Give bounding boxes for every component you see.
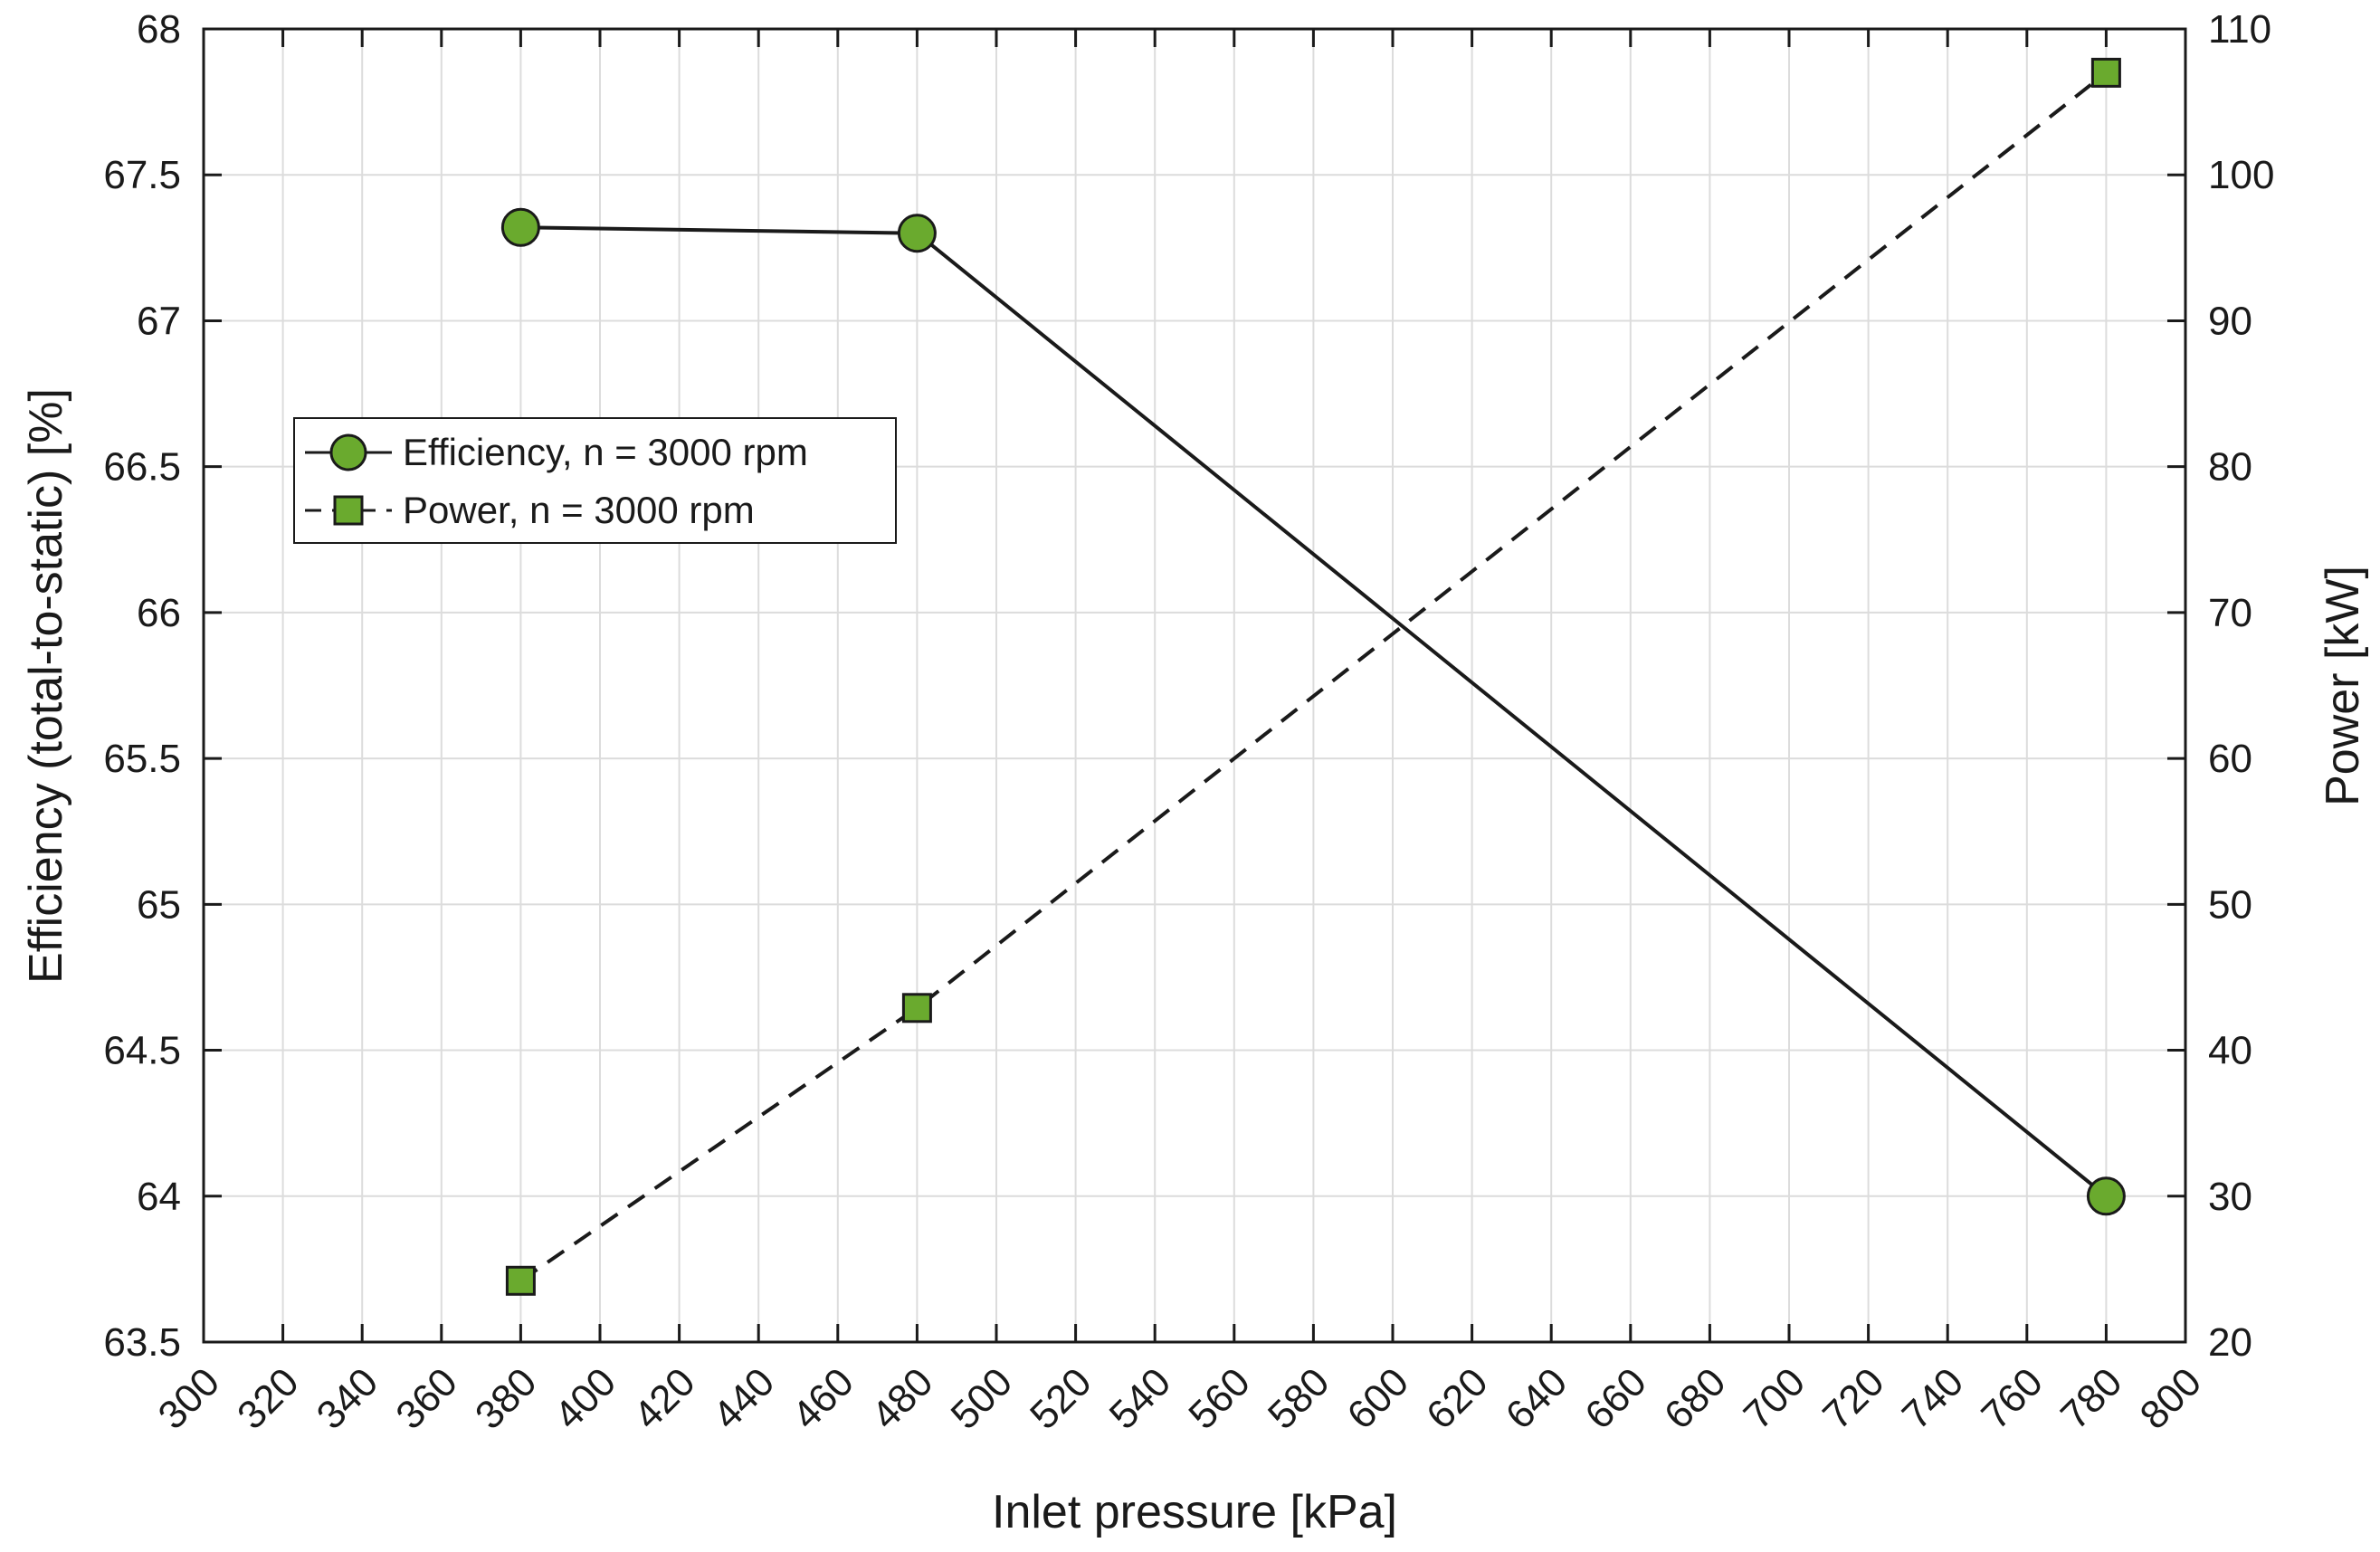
y-axis-title: Efficiency (total-to-static) [%] bbox=[20, 388, 72, 984]
grid bbox=[203, 28, 2186, 1343]
y-tick-label: 65.5 bbox=[103, 737, 181, 781]
y2-tick-label: 90 bbox=[2208, 299, 2252, 343]
x-tick-label: 540 bbox=[1101, 1359, 1180, 1438]
legend-swatch-circle-marker bbox=[329, 433, 367, 471]
x-tick-label: 480 bbox=[863, 1359, 942, 1438]
x-tick-label: 640 bbox=[1498, 1359, 1576, 1438]
y2-tick-label: 30 bbox=[2208, 1175, 2252, 1219]
y-tick-label: 64 bbox=[137, 1175, 181, 1219]
x-tick-label: 320 bbox=[229, 1359, 308, 1438]
x-tick-label: 420 bbox=[625, 1359, 704, 1438]
x-tick-label: 300 bbox=[150, 1359, 229, 1438]
x-axis-title: Inlet pressure [kPa] bbox=[992, 1486, 1397, 1538]
x-tick-label: 500 bbox=[943, 1359, 1022, 1438]
x-tick-label: 380 bbox=[467, 1359, 546, 1438]
legend-item-power: Power, n = 3000 rpm bbox=[305, 489, 755, 531]
x-tick-label: 620 bbox=[1418, 1359, 1497, 1438]
power-point bbox=[2090, 57, 2121, 88]
x-tick-label: 660 bbox=[1576, 1359, 1655, 1438]
efficiency-point bbox=[897, 214, 937, 253]
x-tick-label: 340 bbox=[309, 1359, 387, 1438]
y-tick-label: 64.5 bbox=[103, 1029, 181, 1073]
plot-frame bbox=[202, 27, 2187, 1344]
x-tick-label: 760 bbox=[1973, 1359, 2052, 1438]
power-point bbox=[505, 1265, 536, 1296]
y-tick-label: 66 bbox=[137, 591, 181, 635]
x-tick-label: 520 bbox=[1022, 1359, 1100, 1438]
x-tick-label: 560 bbox=[1180, 1359, 1259, 1438]
x-tick-label: 720 bbox=[1814, 1359, 1893, 1438]
y2-tick-label: 60 bbox=[2208, 737, 2252, 781]
legend-box bbox=[293, 417, 897, 544]
legend-label: Power, n = 3000 rpm bbox=[403, 489, 755, 531]
y2-tick-label: 110 bbox=[2208, 7, 2271, 52]
y-tick-label: 67 bbox=[137, 299, 181, 343]
y-tick-label: 67.5 bbox=[103, 153, 181, 197]
y-tick-label: 68 bbox=[137, 7, 181, 52]
x-tick-label: 440 bbox=[705, 1359, 784, 1438]
y-tick-label: 63.5 bbox=[103, 1320, 181, 1365]
y2-tick-label: 80 bbox=[2208, 445, 2252, 490]
x-tick-label: 360 bbox=[387, 1359, 466, 1438]
y2-tick-label: 40 bbox=[2208, 1029, 2252, 1073]
y2-tick-label: 70 bbox=[2208, 591, 2252, 635]
legend: Efficiency, n = 3000 rpm Power, n = 3000… bbox=[293, 417, 897, 544]
y2-tick-label: 50 bbox=[2208, 882, 2252, 927]
x-tick-label: 580 bbox=[1260, 1359, 1338, 1438]
x-tick-label: 600 bbox=[1339, 1359, 1418, 1438]
y-tick-label: 66.5 bbox=[103, 445, 181, 490]
series-markers bbox=[500, 57, 2126, 1296]
y2-tick-label: 100 bbox=[2208, 153, 2274, 197]
x-tick-label: 460 bbox=[784, 1359, 862, 1438]
power-point bbox=[901, 993, 932, 1024]
y2-axis-title: Power [kW] bbox=[2317, 566, 2369, 806]
legend-swatch-square-marker bbox=[333, 495, 364, 526]
x-tick-label: 400 bbox=[547, 1359, 625, 1438]
y-tick-label: 65 bbox=[137, 882, 181, 927]
efficiency-point bbox=[2086, 1176, 2126, 1216]
legend-label: Efficiency, n = 3000 rpm bbox=[403, 431, 808, 473]
legend-item-efficiency: Efficiency, n = 3000 rpm bbox=[305, 431, 808, 473]
x-tick-label: 680 bbox=[1656, 1359, 1735, 1438]
plot-area bbox=[204, 29, 2185, 1342]
x-tick-label: 740 bbox=[1894, 1359, 1973, 1438]
efficiency-point bbox=[500, 207, 540, 247]
x-tick-label: 780 bbox=[2052, 1359, 2131, 1438]
x-tick-label: 800 bbox=[2132, 1359, 2211, 1438]
x-tick-label: 700 bbox=[1736, 1359, 1814, 1438]
y2-tick-label: 20 bbox=[2208, 1320, 2252, 1365]
